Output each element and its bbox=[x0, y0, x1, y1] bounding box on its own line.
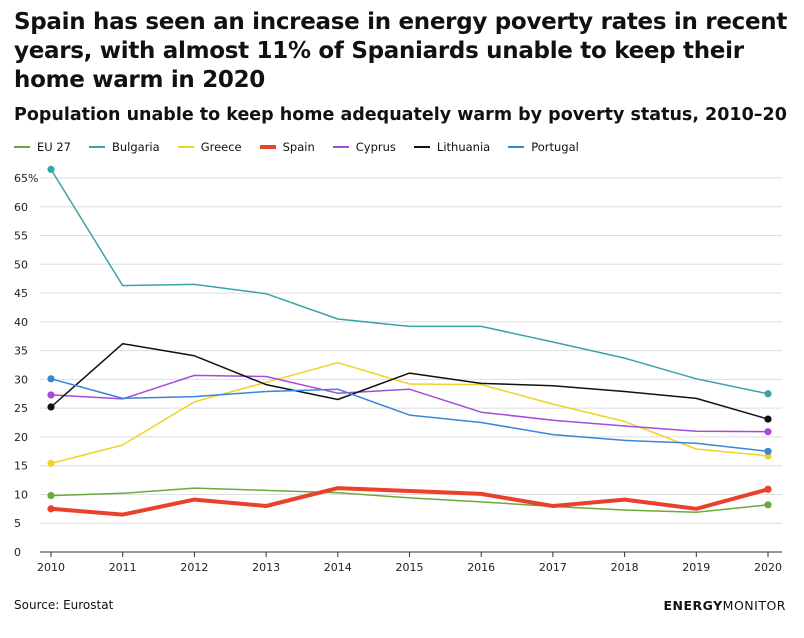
y-tick-label: 5 bbox=[14, 517, 21, 530]
legend-label: EU 27 bbox=[37, 140, 71, 154]
legend-label: Bulgaria bbox=[111, 140, 160, 154]
y-tick-label: 20 bbox=[14, 431, 28, 444]
series-start-point-eu-27 bbox=[47, 492, 55, 500]
legend-label: Spain bbox=[282, 140, 315, 154]
legend-item: Lithuania bbox=[413, 140, 491, 154]
x-tick-label: 2013 bbox=[252, 561, 280, 574]
chart-headline: Spain has seen an increase in energy pov… bbox=[14, 9, 788, 93]
y-tick-label: 55 bbox=[14, 230, 28, 243]
y-tick-label: 45 bbox=[14, 287, 28, 300]
y-tick-label: 35 bbox=[14, 345, 28, 358]
x-tick-label: 2015 bbox=[396, 561, 424, 574]
chart-subtitle: Population unable to keep home adequatel… bbox=[14, 105, 787, 125]
legend-label: Portugal bbox=[531, 140, 579, 154]
y-tick-label: 10 bbox=[14, 488, 28, 501]
y-tick-label: 30 bbox=[14, 373, 28, 386]
x-tick-label: 2016 bbox=[467, 561, 495, 574]
x-tick-label: 2017 bbox=[539, 561, 567, 574]
series-start-point-cyprus bbox=[47, 391, 55, 399]
legend-swatch bbox=[14, 146, 30, 148]
legend-swatch bbox=[332, 146, 349, 148]
legend-label: Lithuania bbox=[436, 140, 491, 154]
y-tick-label: 15 bbox=[14, 460, 28, 473]
series-end-point-lithuania bbox=[764, 415, 772, 423]
series-end-point-eu-27 bbox=[764, 501, 772, 509]
x-tick-label: 2011 bbox=[109, 561, 137, 574]
series-line-bulgaria bbox=[50, 168, 769, 395]
x-tick-label: 2019 bbox=[682, 561, 710, 574]
legend-label: Greece bbox=[200, 140, 242, 154]
series-line-greece bbox=[50, 361, 769, 465]
series-end-point-bulgaria bbox=[764, 390, 772, 398]
x-tick-label: 2012 bbox=[180, 561, 208, 574]
y-tick-label: 50 bbox=[14, 258, 28, 271]
legend-item: Greece bbox=[177, 140, 242, 154]
series-line-eu-27 bbox=[50, 487, 769, 514]
series-line-lithuania bbox=[50, 342, 769, 420]
brand-logo: ENERGYMONITOR bbox=[663, 598, 786, 613]
series-start-point-portugal bbox=[47, 375, 55, 383]
legend-label: Cyprus bbox=[355, 140, 396, 154]
x-tick-label: 2014 bbox=[324, 561, 352, 574]
series-start-point-lithuania bbox=[47, 403, 55, 411]
series-line-cyprus bbox=[50, 374, 769, 433]
y-tick-label: 40 bbox=[14, 316, 28, 329]
series-start-point-spain bbox=[47, 505, 55, 513]
series-start-point-bulgaria bbox=[47, 165, 55, 173]
series-line-portugal bbox=[50, 378, 769, 453]
series-end-point-spain bbox=[764, 485, 772, 493]
y-tick-label: 60 bbox=[14, 201, 28, 214]
legend-swatch bbox=[508, 146, 525, 148]
chart-legend: EU 27 Bulgaria Greece Spain Cyprus Lithuania P… bbox=[14, 140, 579, 154]
y-tick-label: 65% bbox=[14, 172, 38, 185]
source-note: Source: Eurostat bbox=[14, 598, 114, 612]
legend-item: EU 27 bbox=[14, 140, 71, 154]
legend-swatch bbox=[413, 146, 430, 148]
y-tick-label: 0 bbox=[14, 546, 21, 559]
series-start-point-greece bbox=[47, 459, 55, 467]
legend-swatch bbox=[177, 146, 194, 148]
series-line-spain bbox=[49, 486, 770, 517]
series-end-point-cyprus bbox=[764, 428, 772, 436]
x-tick-label: 2018 bbox=[611, 561, 639, 574]
legend-item: Spain bbox=[259, 140, 315, 154]
legend-item: Portugal bbox=[508, 140, 579, 154]
x-tick-label: 2020 bbox=[754, 561, 782, 574]
x-tick-label: 2010 bbox=[37, 561, 65, 574]
legend-swatch bbox=[259, 145, 276, 149]
y-tick-label: 25 bbox=[14, 402, 28, 415]
legend-swatch bbox=[88, 146, 105, 148]
brand-bold: ENERGY bbox=[663, 598, 723, 613]
legend-item: Bulgaria bbox=[88, 140, 160, 154]
series-end-point-portugal bbox=[764, 447, 772, 455]
brand-light: MONITOR bbox=[722, 598, 786, 613]
legend-item: Cyprus bbox=[332, 140, 396, 154]
line-chart: 0 5 10 15 20 25 30 35 40 45 50 55 60 65% 2010 2011 2012 2… bbox=[14, 165, 782, 574]
